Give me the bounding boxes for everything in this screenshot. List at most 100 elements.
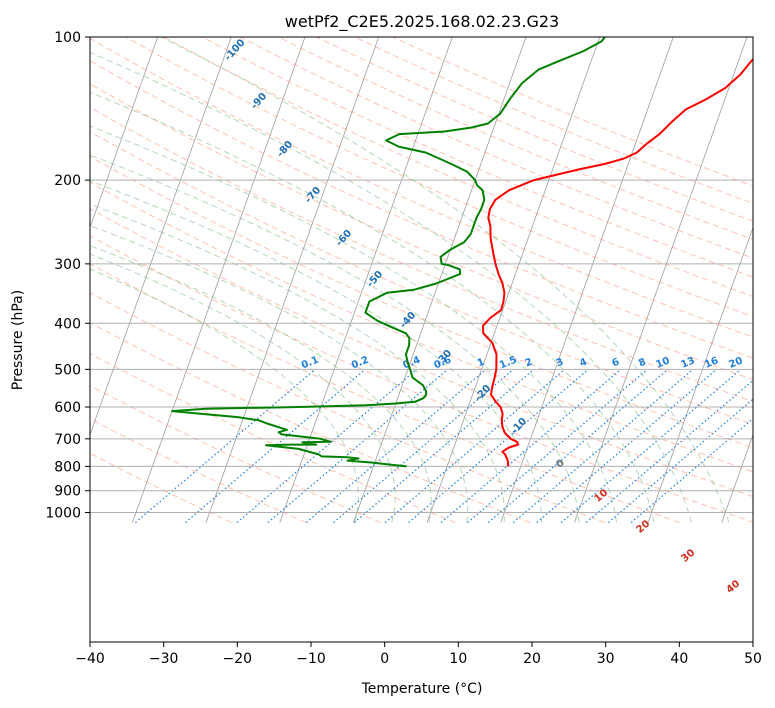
dry-adiabat-line [163,37,753,298]
dry-adiabat-line [90,452,232,524]
isotherm-line [500,37,674,523]
dry-adiabat-label: -50 [365,269,385,290]
mixing-ratio-line [384,368,566,524]
mixing-ratio-line [536,368,717,524]
x-tick-label: 50 [744,651,762,667]
moist-adiabat-line [90,225,469,523]
isotherm-line [90,37,159,229]
moist-adiabat-label: 10 [593,487,611,504]
x-tick-label: 10 [449,651,467,667]
dry-adiabat-line [90,385,381,524]
moist-adiabat-line [90,268,359,523]
mixing-ratio-label: 2 [524,357,535,370]
dry-adiabat-line [90,60,753,359]
mixing-ratio-label: 8 [637,357,648,370]
dry-adiabat-label: -70 [303,185,323,206]
mixing-ratio-line [185,368,366,524]
x-axis-label: Temperature (°C) [361,681,483,697]
mixing-ratio-label: 16 [703,355,720,370]
chart-title: wetPf2_C2E5.2025.168.02.23.G23 [285,12,559,32]
y-axis: 1000 900 800 700 600 500 400 300 200 100 [45,30,90,521]
mixing-ratio-line [560,368,742,524]
moist-adiabat-line [90,253,396,523]
dry-adiabat-line [90,131,753,425]
dry-adiabat-label: -90 [249,91,269,112]
mixing-ratio-label: 25 [752,355,769,370]
y-tick-label: 400 [54,316,81,332]
isotherm-line [132,37,306,523]
x-tick-label: −30 [149,651,179,667]
isotherm-line [0,37,10,523]
moist-adiabat-line [160,37,730,523]
moist-adiabat-label: 20 [635,518,653,535]
dry-adiabat-line [392,37,753,187]
mixing-ratio-label: 13 [680,355,697,370]
moist-adiabat-line [90,125,617,523]
plot-frame [89,36,754,643]
mixing-ratio-line [135,368,316,524]
mixing-ratio-line [467,368,648,524]
dry-adiabat-line [90,352,456,524]
y-tick-label: 600 [54,400,81,416]
isotherm-line [90,37,232,436]
moist-adiabat-label: 30 [680,547,698,564]
x-tick-label: 0 [380,651,389,667]
y-tick-label: 500 [54,362,81,378]
pressure-gridlines [90,37,753,513]
dry-adiabat-line [354,37,753,204]
mixing-ratio-line [408,368,589,524]
mixing-ratio-label: 20 [727,355,744,370]
dry-adiabat-line [90,322,531,524]
isotherm-line [721,433,753,523]
x-tick-label: 40 [670,651,688,667]
isotherm-line [353,37,527,523]
temperature-line [482,58,753,467]
mixing-ratio-line [305,368,487,524]
dry-adiabat-line [278,37,753,240]
mixing-ratio-line [267,368,449,524]
dry-adiabat-line [90,208,753,498]
mixing-ratio-label: 3 [555,357,566,370]
mixing-ratio-label: 6 [611,357,622,370]
mixing-ratio-label: 4 [578,357,589,370]
moist-adiabat-line [90,91,655,523]
dry-adiabat-line [201,37,753,278]
dry-adiabat-line [90,292,605,524]
y-tick-label: 200 [54,173,81,189]
x-tick-label: −20 [223,651,253,667]
mixing-ratio-line [440,368,622,524]
dry-adiabat-label: -80 [275,139,295,160]
dry-adiabat-line [125,37,753,318]
mixing-ratio-line [607,398,753,524]
dry-adiabat-line [90,263,680,524]
moist-adiabat-line [90,180,542,523]
y-tick-label: 300 [54,257,81,273]
dewpoint-line [171,37,606,468]
mixing-ratio-line [512,368,694,524]
x-tick-label: 30 [597,651,615,667]
dry-adiabat-label: -10 [509,416,529,437]
mixing-ratio-line [333,368,514,524]
y-tick-label: 800 [54,459,81,475]
dry-adiabat-line [90,418,307,524]
moist-adiabat-label: 0 [554,458,566,471]
y-tick-label: 1000 [45,505,81,521]
isotherm-line [205,37,380,523]
y-axis-label: Pressure (hPa) [10,290,26,390]
moist-adiabat-line [90,154,580,523]
dry-adiabat-label: -60 [334,228,354,249]
dry-adiabat-line [90,181,753,473]
isotherm-line [647,226,753,523]
dry-adiabat-line [239,37,753,259]
mixing-ratio-label: 10 [654,355,671,370]
y-tick-label: 700 [54,432,81,448]
x-tick-label: −40 [75,651,105,667]
moist-adiabat-label: 40 [725,578,743,595]
dry-adiabat-line [90,37,753,338]
moist-adiabat-line [90,51,692,523]
mixing-ratio-line [585,379,753,524]
moist-adiabat-line [90,245,432,523]
mixing-ratio-label: 1 [476,357,487,370]
dry-adiabat-line [90,156,753,449]
